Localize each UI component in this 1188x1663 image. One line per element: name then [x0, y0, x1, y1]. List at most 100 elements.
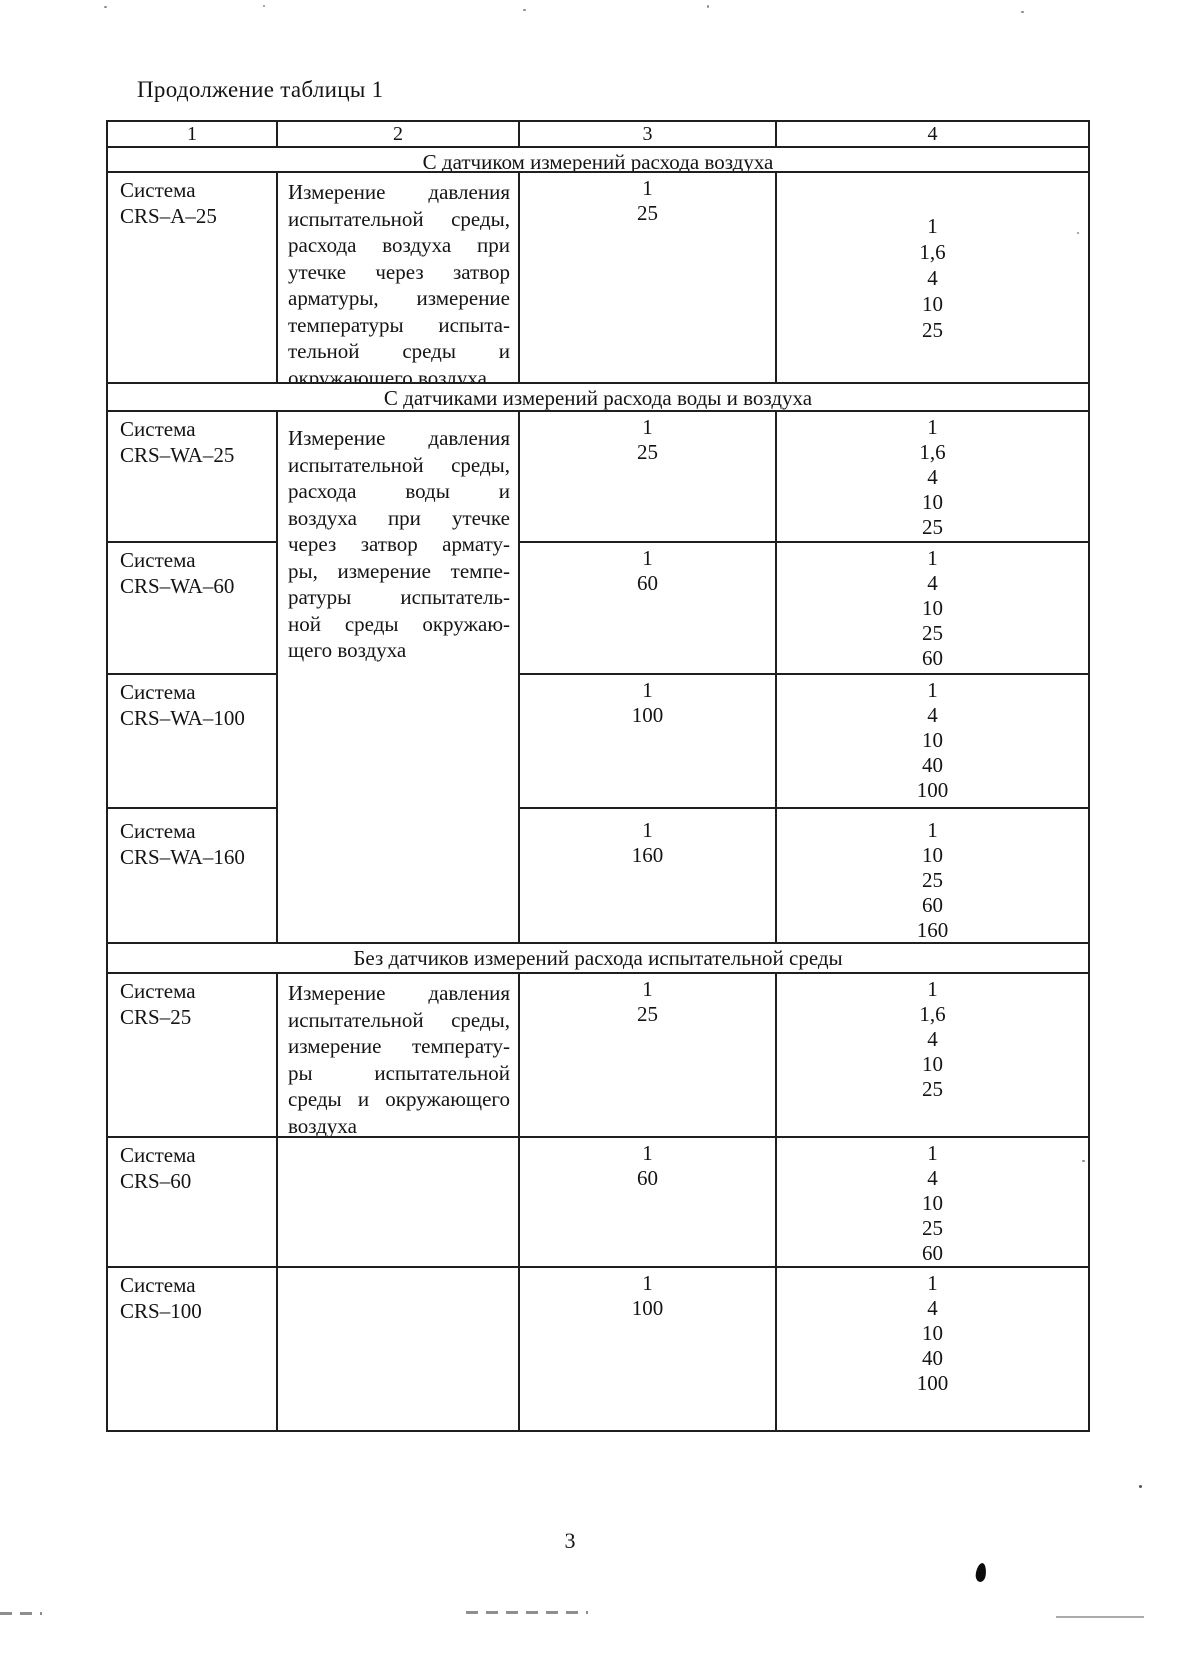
desc-line: среды и окружающего [288, 1087, 510, 1111]
system-cell-crs-wa-100: Система CRS–WA–100 [108, 675, 278, 809]
value: 1 [927, 546, 938, 570]
section-header-no-flow-sensors: Без датчиков измерений расхода испытател… [108, 944, 1088, 974]
value: 60 [922, 893, 943, 917]
column-header-3: 3 [520, 122, 777, 148]
system-line: CRS–WA–25 [120, 443, 235, 467]
value: 25 [922, 515, 943, 539]
range-value: 100 [631, 1296, 664, 1320]
value: 4 [927, 571, 938, 595]
system-line: Система [120, 979, 196, 1003]
desc-line: измерение температу- [288, 1034, 510, 1058]
value: 4 [927, 1166, 938, 1190]
system-line: CRS–A–25 [120, 204, 217, 228]
system-line: CRS–WA–100 [120, 706, 245, 730]
description-cell-merged: Измерение давления испытательной среды, … [278, 412, 520, 944]
value: 1,6 [919, 239, 946, 264]
value: 10 [922, 490, 943, 514]
range-value: 1 [642, 176, 653, 200]
value: 10 [922, 1052, 943, 1076]
description-cell: Измерение давления испытательной среды, … [278, 974, 520, 1138]
desc-line: воздуха [288, 1113, 357, 1138]
desc-line: арматуры, измерение [288, 286, 510, 310]
continuation-table: 1 2 3 4 С датчиком измерений расхода воз… [106, 120, 1090, 1432]
desc-line: через затвор армату- [288, 532, 510, 556]
system-line: CRS–60 [120, 1169, 192, 1193]
ink-blot-artifact [974, 1562, 988, 1583]
values-cell: 1 1,6 4 10 25 [777, 412, 1088, 543]
system-cell-crs-wa-60: Система CRS–WA–60 [108, 543, 278, 675]
desc-line: ры испытательной [288, 1060, 510, 1085]
scan-artifact [1077, 232, 1079, 234]
system-line: Система [120, 819, 196, 843]
value: 25 [922, 1077, 943, 1101]
column-header-2: 2 [278, 122, 520, 148]
range-value: 1 [642, 415, 653, 439]
value: 4 [927, 265, 938, 290]
system-line: CRS–WA–160 [120, 845, 245, 869]
column-header-1: 1 [108, 122, 278, 148]
system-cell-crs-wa-160: Система CRS–WA–160 [108, 809, 278, 944]
value: 4 [927, 1296, 938, 1320]
value: 25 [922, 317, 943, 342]
system-line: Система [120, 1273, 196, 1297]
system-cell-crs-wa-25: Система CRS–WA–25 [108, 412, 278, 543]
values-cell: 1 1,6 4 10 25 [777, 974, 1088, 1138]
system-line: Система [120, 417, 196, 441]
values-cell: 1 4 10 40 100 [777, 1268, 1088, 1430]
section-header-water-air-sensors: С датчиками измерений расхода воды и воз… [108, 384, 1088, 412]
desc-line: испытательной среды, [288, 452, 510, 477]
description-cell-empty [278, 1268, 520, 1430]
range-value: 1 [642, 977, 653, 1001]
page-number: 3 [564, 1528, 576, 1553]
desc-line: воздуха при утечке [288, 505, 510, 530]
value: 1 [927, 977, 938, 1001]
value: 25 [922, 621, 943, 645]
value: 100 [916, 1371, 949, 1395]
system-line: Система [120, 178, 196, 202]
value: 160 [916, 918, 949, 942]
desc-line: испытательной среды, [288, 1007, 510, 1032]
system-line: Система [120, 548, 196, 572]
system-line: Система [120, 1143, 196, 1167]
range-value: 60 [637, 571, 658, 595]
system-cell-crs-60: Система CRS–60 [108, 1138, 278, 1268]
values-cell: 1 4 10 40 100 [777, 675, 1088, 809]
description-cell-empty [278, 1138, 520, 1268]
range-value: 160 [631, 843, 664, 867]
value: 10 [922, 291, 943, 316]
range-cell: 1 60 [520, 1138, 777, 1268]
scan-artifact [707, 5, 709, 8]
scan-artifact [523, 9, 526, 11]
value: 4 [927, 1027, 938, 1051]
values-cell: 1 1,6 4 10 25 [777, 173, 1088, 384]
desc-line: расхода воздуха при [288, 233, 510, 257]
value: 40 [922, 753, 943, 777]
scan-artifact [263, 5, 265, 7]
system-line: Система [120, 680, 196, 704]
values-cell: 1 10 25 60 160 [777, 809, 1088, 944]
value: 1 [927, 1271, 938, 1295]
desc-line: ратуры испытатель- [288, 585, 510, 609]
range-value: 1 [642, 818, 653, 842]
range-value: 1 [642, 1141, 653, 1165]
value: 1 [927, 415, 938, 439]
system-line: CRS–25 [120, 1005, 192, 1029]
value: 1 [927, 1141, 938, 1165]
desc-line: расхода воды и [288, 479, 510, 503]
desc-line: окружающего воздуха [288, 365, 487, 384]
scan-artifact [1082, 1160, 1085, 1162]
value: 40 [922, 1346, 943, 1370]
page-title: Продолжение таблицы 1 [137, 77, 384, 102]
value: 60 [922, 646, 943, 670]
scan-artifact [1139, 1485, 1142, 1488]
value: 10 [922, 843, 943, 867]
range-value: 1 [642, 1271, 653, 1295]
value: 10 [922, 1191, 943, 1215]
range-cell: 1 100 [520, 675, 777, 809]
range-cell: 1 60 [520, 543, 777, 675]
desc-line: температуры испыта- [288, 312, 510, 337]
desc-line: Измерение давления [288, 981, 510, 1005]
value: 10 [922, 1321, 943, 1345]
value: 1,6 [919, 440, 946, 464]
